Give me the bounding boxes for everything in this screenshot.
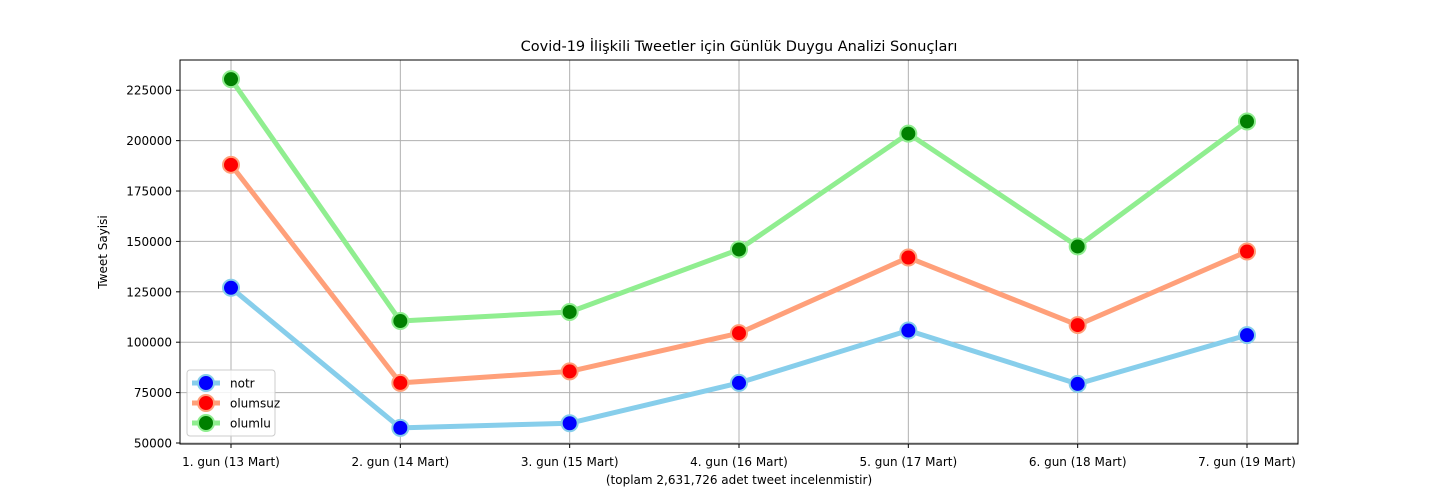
legend-label-notr: notr — [230, 377, 255, 391]
legend-label-olumlu: olumlu — [230, 417, 271, 431]
chart-title: Covid-19 İlişkili Tweetler için Günlük D… — [521, 37, 958, 55]
data-point-notr — [899, 321, 918, 340]
x-tick-label: 1. gun (13 Mart) — [182, 455, 280, 469]
data-point-notr — [560, 414, 579, 433]
data-point-olumlu — [730, 240, 748, 259]
y-tick-label: 175000 — [126, 185, 172, 199]
data-point-olumsuz — [1238, 242, 1256, 261]
data-point-olumsuz — [730, 324, 748, 343]
series-lines — [222, 70, 1256, 437]
data-point-olumsuz — [899, 248, 918, 267]
data-point-olumsuz — [1068, 316, 1087, 335]
axis-ticks: 1. gun (13 Mart) 2. gun (14 Mart) 3. gun (… — [126, 84, 1296, 469]
x-tick-label: 2. gun (14 Mart) — [351, 455, 449, 469]
x-tick-label: 3. gun (15 Mart) — [521, 455, 619, 469]
data-point-olumlu — [1238, 112, 1256, 131]
x-axis-title: (toplam 2,631,726 adet tweet incelenmist… — [606, 473, 872, 487]
x-tick-label: 5. gun (17 Mart) — [859, 455, 957, 469]
data-point-olumsuz — [560, 362, 579, 381]
data-point-notr — [391, 418, 410, 437]
y-tick-label: 50000 — [134, 436, 172, 450]
data-point-notr — [222, 278, 240, 297]
grid — [180, 60, 1298, 444]
legend: notr olumsuz olumlu — [186, 369, 280, 437]
y-tick-label: 125000 — [126, 285, 172, 299]
y-tick-label: 150000 — [126, 235, 172, 249]
data-point-olumlu — [1068, 237, 1087, 256]
data-point-notr — [1238, 326, 1256, 345]
data-point-notr — [1068, 374, 1087, 393]
data-point-olumlu — [222, 70, 240, 89]
data-point-olumlu — [899, 124, 918, 143]
data-point-olumsuz — [222, 155, 240, 174]
data-point-olumlu — [560, 302, 579, 321]
y-axis-title: Tweet Sayisi — [96, 215, 110, 289]
legend-label-olumsuz: olumsuz — [230, 397, 280, 411]
x-tick-label: 7. gun (19 Mart) — [1198, 455, 1296, 469]
x-tick-label: 4. gun (16 Mart) — [690, 455, 788, 469]
x-tick-label: 6. gun (18 Mart) — [1029, 455, 1127, 469]
y-tick-label: 200000 — [126, 134, 172, 148]
y-tick-label: 75000 — [134, 386, 172, 400]
legend-marker-notr — [197, 374, 215, 392]
y-tick-label: 225000 — [126, 84, 172, 98]
data-point-notr — [730, 373, 748, 392]
data-point-olumlu — [391, 312, 410, 331]
legend-marker-olumlu — [197, 414, 215, 432]
data-point-olumsuz — [391, 373, 410, 392]
y-tick-label: 100000 — [126, 336, 172, 350]
legend-marker-olumsuz — [197, 394, 215, 412]
